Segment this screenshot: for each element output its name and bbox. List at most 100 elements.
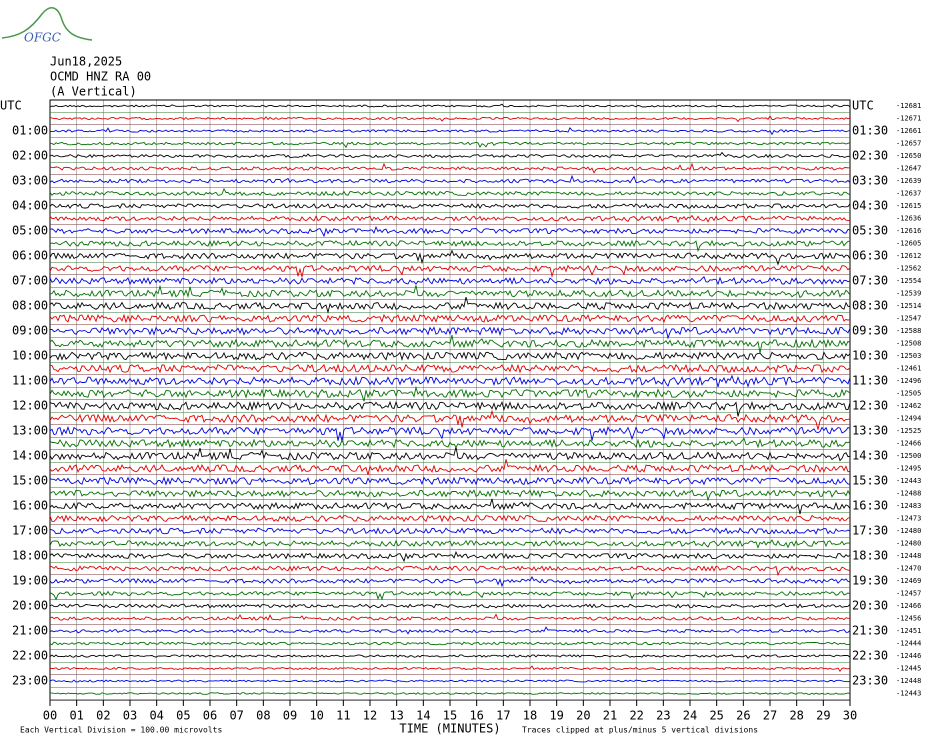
trace [49,264,851,278]
x-tick-label: 24 [683,709,697,723]
trace [49,437,851,449]
trace-offset: -12446 [896,652,921,660]
left-time-label: 08:00 [12,299,48,313]
trace [49,626,851,635]
trace-offset: -12494 [896,415,921,423]
trace-offset: -12503 [896,352,921,360]
component: (A Vertical) [50,85,137,99]
trace-offset: -12480 [896,527,921,535]
trace-offset: -12443 [896,690,921,698]
left-time-label: 16:00 [12,499,48,513]
trace [49,334,851,353]
trace-offset: -12612 [896,252,921,260]
trace [49,296,851,314]
trace-offset: -12470 [896,565,921,573]
trace [49,409,851,430]
trace-offset: -12473 [896,515,921,523]
x-tick-label: 27 [763,709,777,723]
trace [49,654,851,659]
right-time-label: 20:30 [852,599,888,613]
trace [49,613,850,621]
trace [49,603,851,609]
x-tick-label: 11 [336,709,350,723]
trace [49,498,851,515]
trace-offset: -12451 [896,627,921,635]
trace [49,214,851,224]
trace-offset: -12657 [896,140,921,148]
trace [49,115,851,123]
trace-offset: -12681 [896,102,921,110]
trace-offset: -12480 [896,540,921,548]
right-time-label: 07:30 [852,274,888,288]
x-tick-label: 23 [656,709,670,723]
trace [49,141,851,149]
station: OCMD HNZ RA 00 [50,70,151,84]
right-time-label: 03:30 [852,174,888,188]
trace [49,641,851,646]
trace [49,351,851,361]
right-time-label: 19:30 [852,574,888,588]
left-time-label: 10:00 [12,349,48,363]
trace-offset: -12448 [896,677,921,685]
trace-offset: -12448 [896,552,921,560]
trace [49,187,851,197]
x-tick-label: 21 [603,709,617,723]
left-time-label: 03:00 [12,174,48,188]
trace-offset: -12457 [896,590,921,598]
trace-offset: -12525 [896,427,921,435]
x-tick-label: 18 [523,709,537,723]
left-time-label: 04:00 [12,199,48,213]
trace-offset: -12469 [896,577,921,585]
left-time-label: 14:00 [12,449,48,463]
left-time-label: 12:00 [12,399,48,413]
right-time-label: 21:30 [852,624,888,638]
right-time-label: 22:30 [852,649,888,663]
trace [49,565,851,577]
trace-offset: -12461 [896,365,921,373]
trace [49,489,851,502]
trace [49,363,851,374]
trace-offset: -12639 [896,177,921,185]
trace [49,550,851,563]
x-axis-title: TIME (MINUTES) [399,722,500,736]
trace [49,539,851,549]
left-time-label: 19:00 [12,574,48,588]
trace [49,239,851,253]
date: Jun18,2025 [50,55,122,69]
x-tick-label: 19 [549,709,563,723]
x-tick-label: 20 [576,709,590,723]
left-time-label: 20:00 [12,599,48,613]
trace [50,326,851,340]
right-time-label: 09:30 [852,324,888,338]
right-time-label: 14:30 [852,449,888,463]
x-tick-label: 22 [629,709,643,723]
x-tick-label: 17 [496,709,510,723]
x-tick-label: 16 [469,709,483,723]
trace-offset: -12671 [896,115,921,123]
right-time-label: 16:30 [852,499,888,513]
right-time-label: UTC [852,99,874,113]
x-tick-label: 06 [203,709,217,723]
x-tick-label: 05 [176,709,190,723]
trace-offset: -12466 [896,440,921,448]
clip-note: Traces clipped at plus/minus 5 vertical … [522,726,758,735]
x-tick-label: 08 [256,709,270,723]
trace [49,679,851,683]
trace [49,425,851,442]
trace-offset: -12488 [896,490,921,498]
x-tick-label: 00 [43,709,57,723]
left-time-label: 11:00 [12,374,48,388]
trace-offset: -12445 [896,665,921,673]
trace-offset: -12661 [896,127,921,135]
scale-note: Each Vertical Division = 100.00 microvol… [20,726,222,735]
trace [49,203,851,209]
left-time-label: 09:00 [12,324,48,338]
x-tick-label: 02 [96,709,110,723]
trace-offset: -12650 [896,152,921,160]
trace-offset: -12605 [896,240,921,248]
trace-offset: -12514 [896,302,921,310]
trace-offset: -12615 [896,202,921,210]
x-tick-label: 07 [229,709,243,723]
x-tick-label: 04 [149,709,163,723]
